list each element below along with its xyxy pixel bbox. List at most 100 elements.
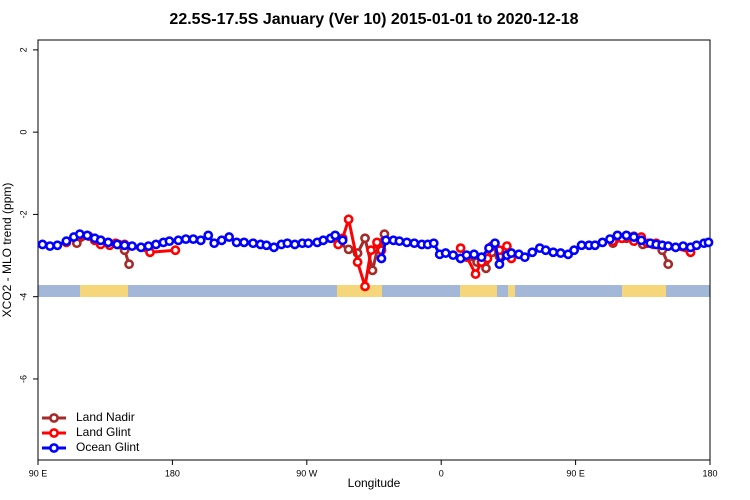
data-point (597, 237, 608, 248)
data-point (470, 269, 481, 279)
legend-marker (49, 413, 59, 423)
data-point (372, 237, 382, 248)
data-point (381, 235, 391, 246)
data-point (61, 236, 72, 247)
chart-title: 22.5S-17.5S January (Ver 10) 2015-01-01 … (169, 11, 578, 28)
data-point (289, 239, 300, 250)
data-point (103, 237, 114, 248)
land-band (337, 285, 382, 297)
data-point (502, 241, 512, 251)
data-point (173, 235, 184, 246)
data-point (376, 253, 387, 264)
data-point (484, 243, 494, 254)
data-point (527, 247, 538, 258)
y-tick-label: -4 (18, 293, 28, 301)
land-ocean-strip (38, 285, 710, 297)
land-band (622, 285, 666, 297)
data-point (490, 238, 500, 249)
data-point (318, 235, 329, 246)
legend-label: Land Nadir (76, 410, 135, 424)
data-point (367, 265, 378, 276)
data-point (494, 259, 505, 270)
data-point (394, 236, 405, 247)
data-point (628, 232, 639, 242)
data-point (366, 245, 376, 256)
data-point (343, 244, 354, 255)
data-point (95, 235, 106, 246)
data-point (590, 240, 600, 251)
data-point (151, 239, 161, 250)
data-point (440, 248, 451, 258)
data-point (143, 241, 154, 251)
x-tick-label: 180 (165, 468, 180, 478)
land-band (80, 285, 128, 297)
data-point (678, 241, 689, 251)
data-point (124, 259, 134, 270)
data-point (555, 248, 566, 258)
data-point (248, 238, 258, 249)
data-point (455, 243, 466, 254)
x-axis-title: Longitude (348, 476, 401, 490)
data-point (37, 239, 48, 250)
data-point (569, 245, 580, 256)
data-point (52, 240, 63, 251)
y-tick-label: -2 (18, 210, 28, 218)
data-point (448, 250, 459, 261)
data-point (605, 234, 615, 244)
data-point (112, 239, 123, 250)
data-point (476, 252, 487, 263)
data-point (663, 259, 674, 270)
data-point (188, 234, 199, 244)
data-point (428, 238, 439, 249)
data-point (74, 229, 85, 240)
x-tick-label: 90 E (29, 468, 48, 478)
data-point (282, 238, 293, 249)
y-tick-label: 0 (18, 130, 28, 135)
data-point (469, 249, 479, 260)
data-point (621, 230, 632, 241)
data-point (540, 245, 551, 256)
data-point (519, 252, 530, 263)
x-tick-label: 180 (702, 468, 717, 478)
x-tick-label: 0 (439, 468, 444, 478)
data-point (548, 247, 559, 258)
data-point (269, 242, 279, 253)
data-point (127, 241, 137, 251)
data-point (330, 230, 341, 241)
data-point (45, 241, 55, 251)
data-point (343, 214, 354, 225)
data-point (180, 234, 191, 244)
x-tick-label: 90 E (566, 468, 585, 478)
legend-label: Land Glint (76, 425, 131, 439)
data-point (119, 240, 130, 251)
data-point (506, 248, 517, 258)
data-point (136, 242, 146, 253)
data-point (203, 230, 214, 241)
data-point (352, 257, 363, 268)
legend-marker (49, 443, 59, 453)
data-point (636, 235, 647, 246)
data-point (461, 250, 472, 261)
data-point (216, 235, 227, 246)
data-point (239, 237, 249, 248)
data-point (337, 235, 348, 246)
y-tick-label: 2 (18, 47, 28, 52)
data-point (670, 242, 681, 253)
data-point (409, 238, 420, 249)
plot-frame (37, 39, 711, 461)
data-point (195, 235, 206, 246)
data-point (691, 240, 702, 251)
land-band (460, 285, 497, 297)
land-band (508, 285, 515, 297)
x-tick-label: 90 W (296, 468, 318, 478)
data-point (576, 240, 587, 251)
data-point (663, 241, 674, 251)
y-tick-label: -6 (18, 375, 28, 383)
data-point (703, 237, 714, 248)
data-point (261, 240, 272, 251)
data-point (612, 230, 623, 241)
data-point (360, 281, 370, 292)
legend-marker (49, 428, 59, 438)
